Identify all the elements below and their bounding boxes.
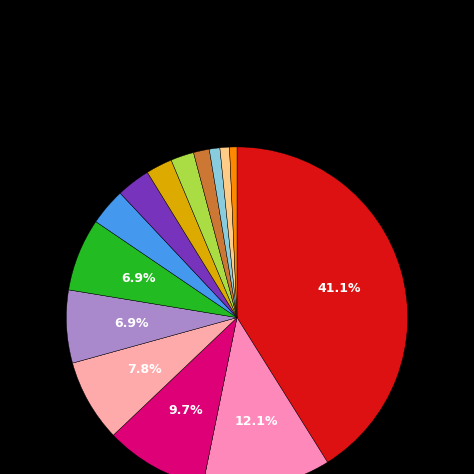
Wedge shape xyxy=(220,147,237,318)
Wedge shape xyxy=(73,318,237,435)
Text: 41.1%: 41.1% xyxy=(317,282,360,295)
Wedge shape xyxy=(147,160,237,318)
Wedge shape xyxy=(171,153,237,318)
Wedge shape xyxy=(96,193,237,318)
Wedge shape xyxy=(69,222,237,318)
Text: 6.9%: 6.9% xyxy=(114,317,149,330)
Wedge shape xyxy=(66,290,237,363)
Text: 12.1%: 12.1% xyxy=(234,415,278,428)
Wedge shape xyxy=(203,318,328,474)
Wedge shape xyxy=(193,149,237,318)
Text: 6.9%: 6.9% xyxy=(121,272,156,285)
Wedge shape xyxy=(229,147,237,318)
Wedge shape xyxy=(113,318,237,474)
Wedge shape xyxy=(120,173,237,318)
Wedge shape xyxy=(237,147,408,462)
Wedge shape xyxy=(209,148,237,318)
Text: 9.7%: 9.7% xyxy=(168,404,203,417)
Text: 7.8%: 7.8% xyxy=(128,363,162,376)
